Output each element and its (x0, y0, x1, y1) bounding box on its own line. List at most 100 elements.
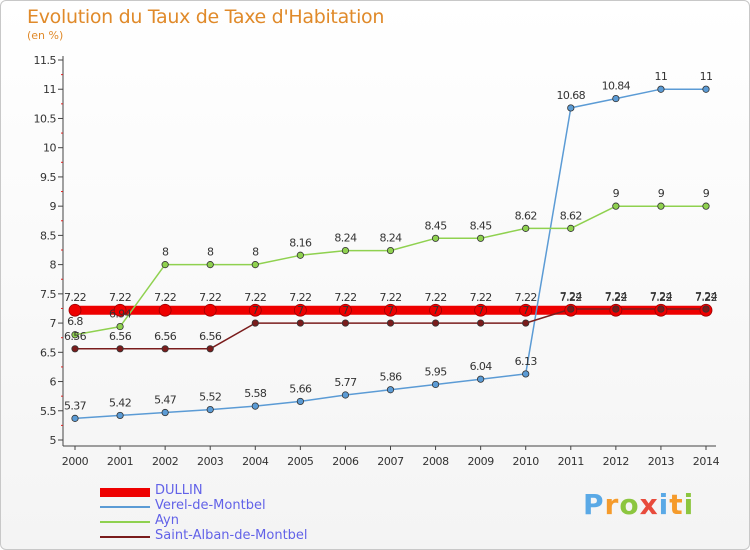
x-tick-label: 2011 (558, 455, 584, 468)
x-tick-label: 2006 (332, 455, 359, 468)
data-label-dullin: 7.22 (379, 291, 401, 304)
legend-swatch (100, 488, 150, 497)
data-point-verel-de-montbel (431, 380, 440, 389)
data-point-saint-alban-de-montbel (206, 345, 214, 353)
y-tick-label: 9.5 (40, 171, 56, 184)
data-point-verel-de-montbel (116, 411, 124, 420)
data-label-saint-alban-de-montbel: 7.24 (605, 290, 628, 303)
data-label-saint-alban-de-montbel: 6.56 (64, 330, 87, 343)
data-label-saint-alban-de-montbel: 7 (297, 304, 304, 317)
data-point-saint-alban-de-montbel (296, 319, 304, 327)
data-point-saint-alban-de-montbel (71, 345, 79, 353)
data-point-verel-de-montbel (296, 397, 304, 406)
data-label-dullin: 7.22 (199, 291, 221, 304)
data-point-dullin (68, 303, 82, 317)
data-point-dullin (429, 303, 442, 317)
data-point-dullin (203, 303, 217, 317)
data-label-dullin: 7.22 (334, 291, 356, 304)
data-point-saint-alban-de-montbel (431, 319, 440, 327)
data-point-saint-alban-de-montbel (477, 319, 485, 327)
data-point-dullin (293, 303, 307, 317)
data-point-ayn (116, 322, 124, 331)
logo-letter: i (683, 488, 695, 521)
data-point-dullin (384, 303, 397, 317)
data-label-saint-alban-de-montbel: 6.56 (109, 330, 132, 343)
data-point-saint-alban-de-montbel (116, 345, 124, 353)
data-label-verel-de-montbel: 5.95 (425, 365, 448, 378)
y-tick-label: 11.5 (34, 54, 57, 67)
y-tick-label: 8 (50, 259, 57, 272)
data-label-ayn: 8 (252, 246, 259, 259)
x-tick-label: 2010 (513, 455, 540, 468)
x-tick-label: 2014 (693, 455, 720, 468)
data-point-verel-de-montbel (612, 94, 620, 103)
data-label-saint-alban-de-montbel: 7 (432, 304, 439, 317)
data-point-ayn (71, 331, 79, 339)
data-point-saint-alban-de-montbel (386, 319, 395, 327)
data-point-ayn (161, 261, 169, 269)
data-label-dullin: 7.22 (605, 291, 627, 304)
legend-item-ayn: Ayn (100, 513, 360, 530)
data-label-verel-de-montbel: 5.47 (154, 394, 177, 407)
y-tick-label: 6 (50, 376, 57, 389)
legend-label: DULLIN (155, 483, 203, 498)
data-point-saint-alban-de-montbel (522, 319, 530, 327)
data-label-dullin: 7.22 (560, 291, 582, 304)
y-tick-label: 5.5 (40, 405, 56, 418)
data-point-dullin (113, 303, 127, 317)
data-label-verel-de-montbel: 10.68 (557, 89, 586, 102)
data-label-dullin: 7.22 (650, 291, 672, 304)
logo-letter: i (658, 488, 670, 521)
legend-label: Ayn (155, 513, 179, 528)
data-label-saint-alban-de-montbel: 7 (477, 304, 484, 317)
data-label-ayn: 9 (613, 187, 620, 200)
data-point-verel-de-montbel (702, 85, 710, 93)
data-point-ayn (296, 251, 304, 259)
x-tick-label: 2004 (242, 455, 269, 468)
data-label-ayn: 6.94 (109, 308, 132, 321)
chart-unit-subtitle: (en %) (27, 29, 64, 42)
legend-label: Saint-Alban-de-Montbel (155, 528, 308, 543)
data-point-dullin (248, 303, 262, 317)
logo-letter: t (669, 488, 684, 521)
data-point-verel-de-montbel (657, 85, 665, 93)
legend-item-verel-de-montbel: Verel-de-Montbel (100, 498, 360, 515)
data-label-verel-de-montbel: 5.86 (379, 371, 402, 384)
data-point-verel-de-montbel (206, 405, 214, 414)
data-label-dullin: 7.22 (515, 291, 537, 304)
data-label-dullin: 7.22 (470, 291, 492, 304)
data-point-verel-de-montbel (477, 375, 485, 383)
data-point-verel-de-montbel (522, 370, 530, 378)
data-label-saint-alban-de-montbel: 7 (387, 304, 394, 317)
data-label-dullin: 7.22 (289, 291, 311, 304)
data-label-ayn: 8 (207, 246, 214, 259)
data-point-ayn (251, 261, 259, 269)
proxiti-logo: Proxiti (583, 488, 694, 521)
logo-letter: r (604, 488, 620, 521)
x-tick-label: 2000 (62, 455, 89, 468)
data-point-verel-de-montbel (251, 402, 259, 410)
x-tick-label: 2002 (152, 455, 178, 468)
legend-swatch (100, 536, 150, 538)
data-point-saint-alban-de-montbel (567, 305, 575, 313)
data-label-ayn: 9 (658, 187, 665, 200)
data-point-ayn (702, 202, 710, 210)
data-label-ayn: 8.16 (289, 236, 312, 249)
data-label-dullin: 7.22 (154, 291, 176, 304)
data-point-saint-alban-de-montbel (612, 305, 620, 313)
data-point-ayn (206, 261, 214, 269)
x-tick-label: 2003 (197, 455, 224, 468)
data-label-verel-de-montbel: 5.77 (334, 376, 357, 389)
data-label-ayn: 8.24 (334, 232, 357, 245)
data-point-verel-de-montbel (71, 414, 79, 422)
data-label-verel-de-montbel: 6.13 (515, 355, 538, 368)
data-label-saint-alban-de-montbel: 7.24 (650, 290, 673, 303)
x-tick-label: 2012 (603, 455, 629, 468)
data-point-ayn (612, 202, 620, 210)
y-tick-label: 5 (50, 434, 57, 447)
data-label-verel-de-montbel: 5.37 (64, 399, 87, 412)
data-label-saint-alban-de-montbel: 6.56 (154, 330, 177, 343)
data-label-verel-de-montbel: 5.58 (244, 387, 267, 400)
legend-item-dullin: DULLIN (100, 483, 360, 500)
